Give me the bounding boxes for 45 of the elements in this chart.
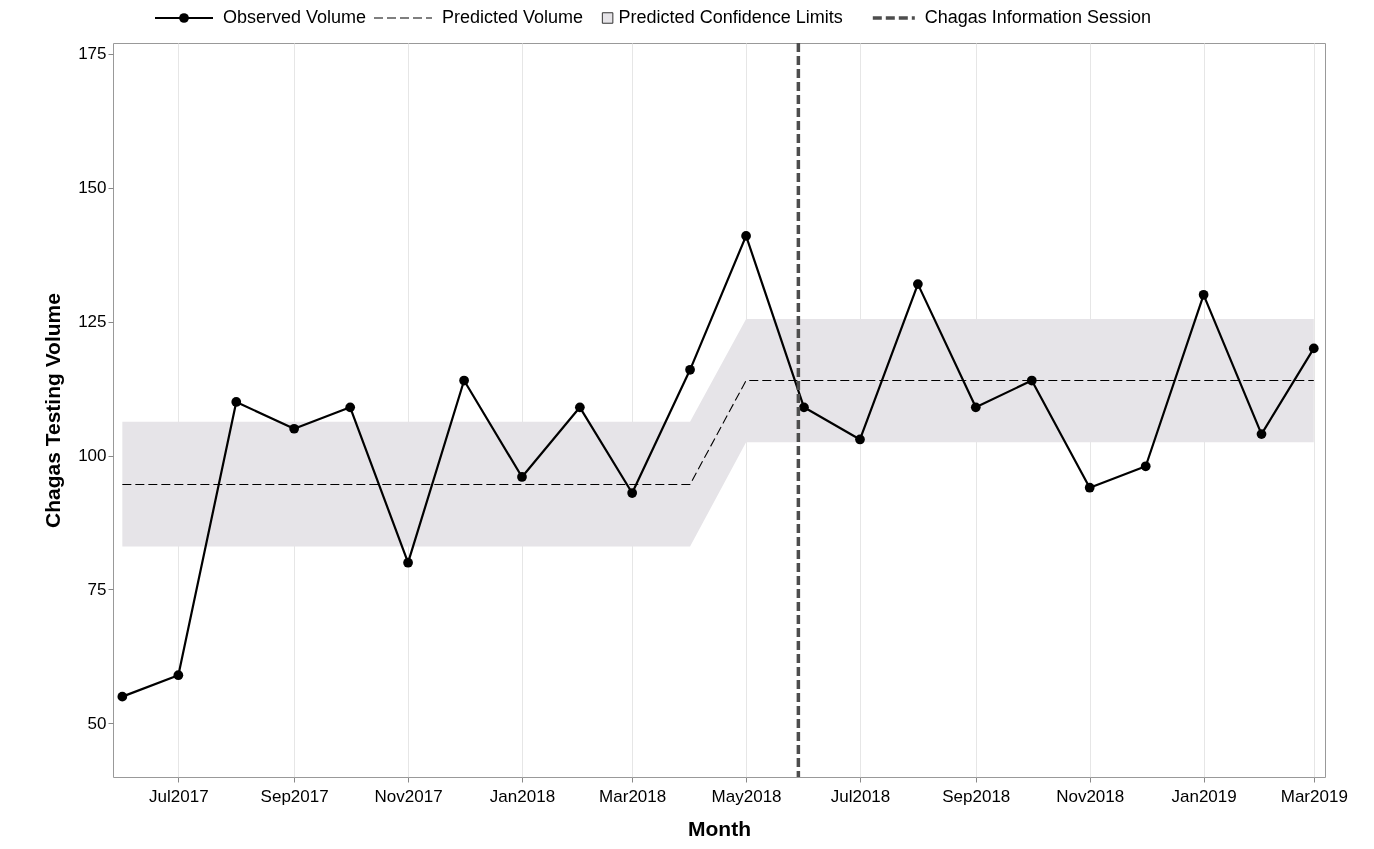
point bbox=[799, 402, 809, 413]
y-tick-label: 100 bbox=[78, 446, 107, 466]
x-tick-label: Nov2018 bbox=[1056, 786, 1125, 806]
y-tick-label: 150 bbox=[78, 178, 107, 198]
point bbox=[575, 402, 585, 413]
x-tick-label: Jul2018 bbox=[830, 786, 891, 806]
point bbox=[855, 434, 865, 445]
x-tick-label: Sep2018 bbox=[942, 786, 1011, 806]
x-tick-label: Nov2017 bbox=[374, 786, 443, 806]
point bbox=[1198, 289, 1209, 300]
x-tick-label: Mar2018 bbox=[599, 786, 667, 806]
x-axis-title: Month bbox=[688, 816, 751, 840]
point bbox=[459, 375, 469, 386]
legend-label: Chagas Information Session bbox=[924, 7, 1151, 27]
point bbox=[231, 397, 242, 407]
x-tick-label: Jan2019 bbox=[1171, 786, 1237, 806]
point bbox=[345, 402, 356, 413]
point bbox=[517, 472, 527, 482]
point bbox=[741, 231, 751, 241]
point bbox=[117, 691, 128, 702]
x-tick-label: Sep2017 bbox=[260, 786, 329, 806]
point bbox=[970, 402, 981, 413]
point bbox=[1084, 482, 1095, 493]
point bbox=[685, 364, 695, 375]
point bbox=[913, 279, 923, 289]
point bbox=[1256, 429, 1267, 439]
x-tick-label: Jul2017 bbox=[149, 786, 209, 806]
point bbox=[289, 423, 300, 434]
point bbox=[1140, 461, 1151, 472]
legend-label: Observed Volume bbox=[223, 7, 367, 27]
y-tick-label: 175 bbox=[78, 44, 107, 64]
point bbox=[173, 670, 184, 681]
legend-label: Predicted Volume bbox=[442, 7, 584, 27]
y-tick-label: 50 bbox=[87, 713, 107, 733]
point bbox=[403, 557, 413, 568]
y-tick-label: 125 bbox=[78, 312, 107, 332]
point bbox=[1026, 375, 1037, 386]
x-tick-label: May2018 bbox=[711, 786, 782, 806]
x-tick-label: Mar2019 bbox=[1280, 786, 1348, 806]
x-tick-label: Jan2018 bbox=[489, 786, 556, 806]
point bbox=[627, 488, 638, 498]
legend-label: Predicted Confidence Limits bbox=[618, 7, 843, 27]
y-axis-title: Chagas Testing Volume bbox=[41, 293, 65, 528]
y-tick-label: 75 bbox=[87, 579, 107, 599]
point bbox=[1308, 343, 1319, 354]
